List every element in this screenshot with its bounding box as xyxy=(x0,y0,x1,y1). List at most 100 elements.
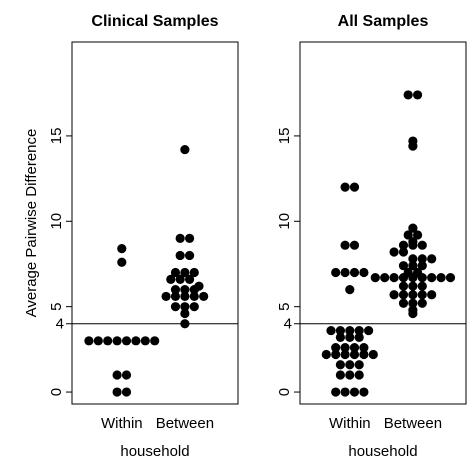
data-point xyxy=(189,302,199,312)
data-point xyxy=(417,261,427,271)
data-point xyxy=(170,284,181,295)
data-point xyxy=(180,308,190,319)
data-point xyxy=(398,281,409,291)
data-point xyxy=(321,349,331,360)
y-tick-label: 0 xyxy=(276,388,293,396)
data-point xyxy=(427,290,437,300)
data-point xyxy=(335,325,345,336)
data-point xyxy=(331,349,341,360)
data-point xyxy=(140,336,150,346)
data-point xyxy=(368,349,378,360)
data-point xyxy=(331,343,341,353)
data-point xyxy=(175,274,185,284)
data-point xyxy=(166,274,176,284)
data-point xyxy=(184,250,195,261)
data-point xyxy=(412,230,423,240)
data-point xyxy=(364,325,374,336)
y-tick-label: 10 xyxy=(276,213,293,230)
data-point xyxy=(117,257,127,267)
data-point xyxy=(354,325,364,336)
data-point xyxy=(331,387,341,397)
data-point xyxy=(359,349,369,360)
data-point xyxy=(349,387,360,397)
data-point xyxy=(175,250,185,261)
data-point xyxy=(84,336,94,346)
data-point xyxy=(345,360,355,370)
data-point xyxy=(340,387,350,397)
data-point xyxy=(121,387,132,397)
data-point xyxy=(180,319,190,329)
data-point xyxy=(417,240,427,250)
x-category-label: Between xyxy=(384,415,442,432)
data-point xyxy=(403,230,413,240)
data-point xyxy=(445,273,456,283)
data-point xyxy=(412,90,423,100)
data-point xyxy=(189,267,199,278)
data-point xyxy=(403,90,413,100)
x-axis-label: household xyxy=(120,443,189,460)
data-point xyxy=(417,298,427,308)
data-point xyxy=(189,291,199,302)
data-point xyxy=(398,240,409,250)
data-point xyxy=(417,290,427,300)
data-point xyxy=(345,325,355,336)
x-category-label: Within xyxy=(101,415,143,432)
x-category-label: Within xyxy=(329,415,371,432)
data-point xyxy=(349,182,360,192)
plot-frame xyxy=(71,41,239,405)
data-point xyxy=(194,281,204,291)
data-point xyxy=(349,349,360,360)
data-point xyxy=(335,360,345,370)
plot-frame xyxy=(299,41,467,405)
data-point xyxy=(121,370,132,380)
data-point xyxy=(408,290,418,300)
data-point xyxy=(427,254,437,264)
data-point xyxy=(408,305,418,315)
panel-title: All Samples xyxy=(338,13,429,30)
data-point xyxy=(184,233,195,243)
data-point xyxy=(408,237,418,247)
data-point xyxy=(398,261,409,271)
data-point xyxy=(170,291,181,302)
data-point xyxy=(417,254,427,264)
y-tick-label: 15 xyxy=(276,128,293,145)
y-tick-label: 10 xyxy=(48,213,65,230)
data-point xyxy=(170,267,181,278)
data-point xyxy=(170,302,181,312)
x-axis-label: household xyxy=(348,443,417,460)
y-tick-label: 15 xyxy=(48,128,65,145)
y-tick-label: 5 xyxy=(48,302,65,310)
data-point xyxy=(326,325,336,336)
data-point xyxy=(359,343,369,353)
data-point xyxy=(112,336,122,346)
panel-all-samples: All Samples 0 5 10 15 4 Within Between household xyxy=(276,13,467,460)
data-point xyxy=(389,290,399,300)
data-point xyxy=(121,336,132,346)
data-point xyxy=(389,247,399,257)
data-point xyxy=(408,261,418,271)
data-point xyxy=(354,370,364,380)
data-point xyxy=(340,240,350,250)
data-point xyxy=(354,332,364,343)
data-point xyxy=(398,298,409,308)
threshold-label: 4 xyxy=(284,316,292,333)
data-point xyxy=(340,182,350,192)
data-point xyxy=(331,267,341,278)
y-axis-label: Average Pairwise Difference xyxy=(23,129,40,318)
data-point xyxy=(103,336,113,346)
data-point xyxy=(340,349,350,360)
data-point xyxy=(380,273,390,283)
x-category-label: Between xyxy=(156,415,214,432)
data-point xyxy=(199,291,209,302)
data-point xyxy=(180,144,190,155)
data-point xyxy=(184,274,195,284)
data-point xyxy=(335,332,345,343)
data-point xyxy=(408,281,418,291)
data-point xyxy=(349,267,360,278)
data-point xyxy=(345,284,355,295)
data-point xyxy=(417,281,427,291)
data-point xyxy=(335,370,345,380)
data-point xyxy=(359,267,369,278)
data-point xyxy=(403,267,413,278)
